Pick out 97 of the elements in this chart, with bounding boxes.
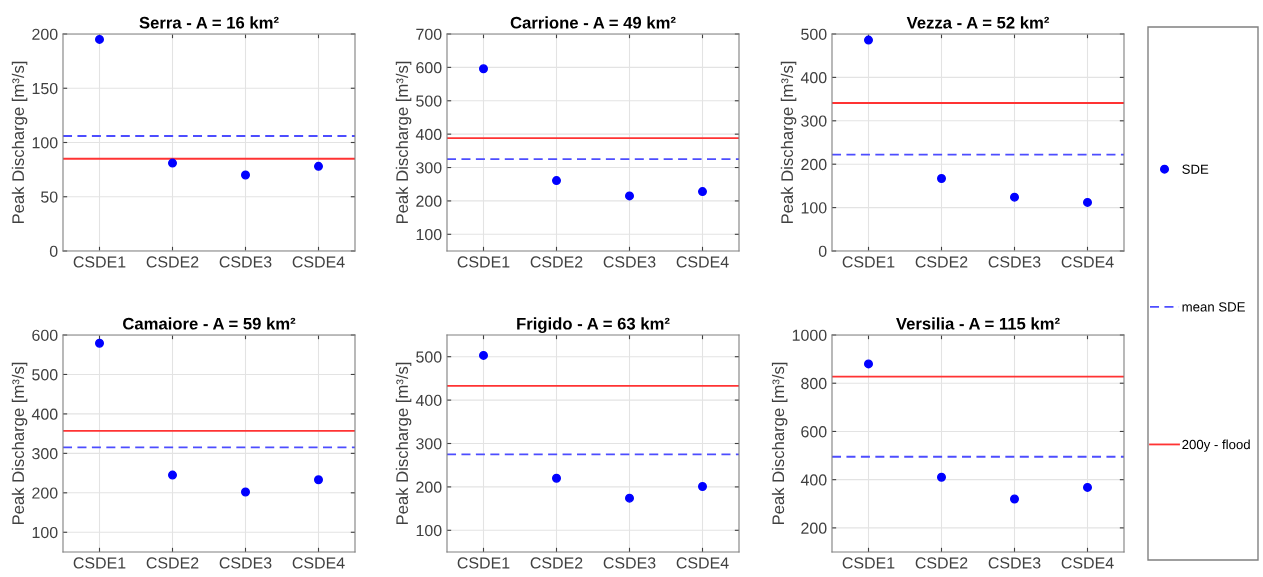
point: [1083, 197, 1092, 207]
y-tick-label: 300: [416, 162, 442, 174]
y-axis-title: Peak Discharge [m³/s]: [780, 61, 797, 224]
point: [937, 174, 946, 184]
y-tick-label: 200: [801, 158, 827, 171]
y-tick-label: 400: [31, 408, 58, 420]
y-tick-label: 1000: [792, 329, 827, 341]
point: [625, 493, 634, 503]
x-tick-label: CSDE1: [73, 256, 126, 268]
y-tick-label: 200: [32, 487, 58, 499]
x-tick-label: CSDE1: [457, 256, 510, 268]
chart-title: Versilia - A = 115 km²: [896, 317, 1060, 330]
x-tick-label: CSDE3: [219, 557, 272, 569]
x-tick-label: CSDE3: [603, 557, 656, 569]
y-axis-title: Peak Discharge [m³/s]: [11, 61, 28, 224]
y-tick-label: 600: [801, 426, 827, 438]
y-tick-label: 400: [415, 128, 442, 141]
x-tick-label: CSDE2: [146, 557, 199, 569]
y-tick-label: 200: [32, 28, 58, 40]
x-tick-label: CSDE4: [676, 256, 729, 268]
point: [864, 359, 873, 369]
chart-title: Frigido - A = 63 km²: [517, 317, 670, 333]
y-tick-label: 300: [32, 448, 58, 460]
y-tick-label: 150: [32, 82, 58, 95]
x-tick-label: CSDE4: [1061, 256, 1114, 268]
point: [698, 481, 707, 491]
point: [698, 187, 707, 197]
y-tick-label: 500: [416, 351, 442, 363]
point: [314, 475, 323, 485]
y-tick-label: 700: [416, 28, 442, 40]
x-tick-label: CSDE2: [146, 256, 199, 268]
point: [552, 176, 561, 186]
x-tick-label: CSDE2: [915, 557, 968, 569]
y-axis-title: Peak Discharge [m³/s]: [11, 362, 28, 525]
y-tick-label: 600: [32, 329, 58, 341]
y-tick-label: 300: [416, 438, 442, 450]
y-tick-label: 400: [800, 474, 827, 486]
y-tick-label: 0: [818, 245, 827, 257]
x-tick-label: CSDE4: [676, 557, 729, 569]
y-tick-label: 500: [801, 28, 827, 40]
y-tick-label: 800: [801, 377, 827, 390]
x-tick-label: CSDE2: [530, 557, 583, 569]
point: [1083, 482, 1092, 492]
y-tick-label: 600: [416, 62, 442, 74]
y-tick-label: 500: [32, 369, 58, 381]
x-tick-label: CSDE2: [530, 256, 583, 268]
point: [168, 158, 177, 168]
point: [1010, 494, 1019, 504]
y-tick-label: 100: [416, 228, 442, 241]
x-tick-label: CSDE1: [73, 557, 126, 569]
y-tick-label: 400: [415, 394, 442, 407]
point: [937, 472, 946, 482]
x-tick-label: CSDE3: [988, 557, 1041, 569]
y-axis-title: Peak Discharge [m³/s]: [771, 362, 788, 525]
x-tick-label: CSDE2: [915, 256, 968, 268]
point: [479, 64, 488, 74]
y-tick-label: 50: [41, 191, 58, 203]
x-tick-label: CSDE4: [292, 256, 345, 268]
point: [479, 350, 488, 360]
point: [314, 161, 323, 171]
legend-label: SDE: [1182, 164, 1209, 174]
point: [241, 170, 250, 180]
y-tick-label: 100: [801, 202, 827, 214]
x-tick-label: CSDE1: [842, 557, 895, 569]
chart-title: Carrione - A = 49 km²: [510, 16, 676, 29]
y-tick-label: 100: [32, 137, 58, 149]
chart-title: Vezza - A = 52 km²: [906, 16, 1050, 29]
point: [168, 470, 177, 480]
x-tick-label: CSDE4: [292, 557, 345, 569]
y-axis-title: Peak Discharge [m³/s]: [395, 61, 412, 224]
x-tick-label: CSDE4: [1061, 557, 1114, 569]
chart-title: Serra - A = 16 km²: [139, 16, 279, 29]
point: [864, 35, 873, 45]
point: [625, 191, 634, 201]
chart-title: Camaiore - A = 59 km²: [123, 317, 296, 330]
point: [95, 34, 104, 44]
point: [552, 473, 561, 483]
y-tick-label: 200: [801, 522, 827, 534]
y-axis-title: Peak Discharge [m³/s]: [395, 362, 412, 525]
y-tick-label: 100: [416, 524, 442, 537]
y-tick-label: 200: [416, 195, 442, 207]
y-tick-label: 400: [800, 72, 827, 84]
x-tick-label: CSDE3: [219, 256, 272, 268]
point: [95, 338, 104, 348]
y-tick-label: 0: [49, 245, 58, 257]
y-tick-label: 200: [416, 481, 442, 493]
x-tick-label: CSDE3: [603, 256, 656, 268]
y-tick-label: 500: [416, 95, 442, 107]
x-tick-label: CSDE1: [457, 557, 510, 569]
y-tick-label: 100: [32, 526, 58, 539]
legend-label: 200y - flood: [1182, 439, 1250, 452]
point: [241, 487, 250, 497]
point: [1010, 192, 1019, 202]
legend-label: mean SDE: [1182, 302, 1245, 312]
x-tick-label: CSDE1: [842, 256, 895, 268]
x-tick-label: CSDE3: [988, 256, 1041, 268]
y-tick-label: 300: [801, 115, 827, 127]
